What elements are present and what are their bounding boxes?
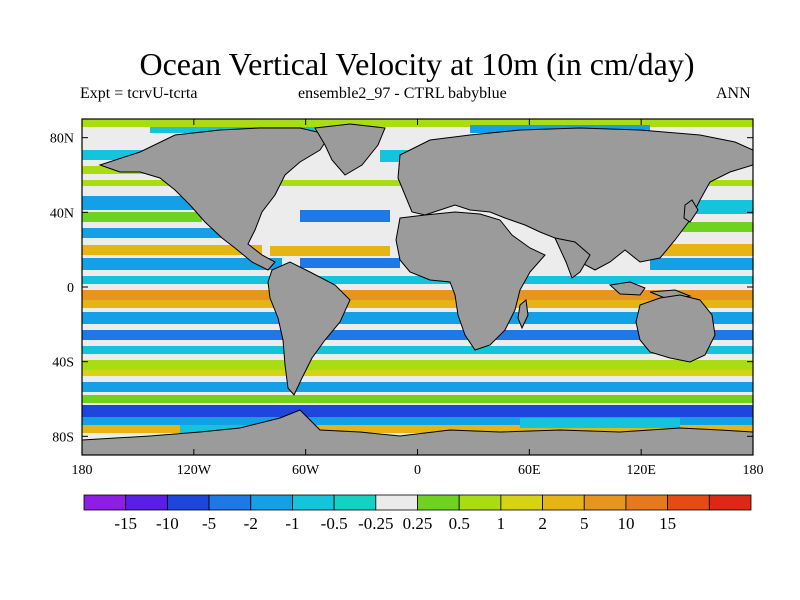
north-america [98, 127, 331, 271]
australia [635, 294, 716, 363]
colorbar-swatch [250, 494, 293, 511]
colorbar-label: 10 [617, 514, 634, 533]
south-america [267, 261, 351, 396]
colorbar-swatch [500, 494, 543, 511]
colorbar-swatch [333, 494, 377, 511]
map-ticks [81, 119, 754, 455]
colorbar-label: 0.25 [403, 514, 433, 533]
eurasia [397, 127, 753, 271]
colorbar-swatch [542, 494, 585, 511]
colorbar-swatch [375, 494, 418, 511]
colorbar-swatch [667, 494, 710, 511]
colorbar-swatch [583, 494, 627, 511]
lon-label: 180 [72, 463, 93, 478]
colorbar-labels: -15 -10 -5 -2 -1 -0.5 -0.25 0.25 0.5 1 2 5 10 15 [114, 514, 676, 533]
colorbar-label: 2 [538, 514, 547, 533]
lon-label: 120E [626, 463, 656, 478]
india-peninsula [554, 237, 591, 279]
africa [395, 211, 546, 351]
colorbar-label: -15 [114, 514, 137, 533]
antarctica [82, 409, 753, 455]
colorbar-swatch [125, 494, 168, 511]
colorbar-label: -1 [285, 514, 299, 533]
colorbar-label: -0.25 [358, 514, 393, 533]
lat-label: 40N [50, 206, 74, 221]
lat-label: 0 [67, 281, 74, 296]
colorbar-label: -5 [202, 514, 216, 533]
lat-label: 80S [52, 430, 74, 445]
colorbar-label: 0.5 [449, 514, 470, 533]
lon-label: 60W [292, 463, 320, 478]
ensemble-label: ensemble2_97 - CTRL babyblue [298, 85, 507, 102]
colorbar-label: -2 [244, 514, 258, 533]
colorbar-label: -0.5 [321, 514, 348, 533]
longitude-labels: 180 120W 60W 0 60E 120E 180 [72, 463, 764, 478]
landmass-layer [82, 123, 753, 455]
experiment-label: Expt = tcrvU-tcrta [80, 85, 198, 102]
colorbar-swatch [458, 494, 502, 511]
colorbar-swatch [166, 494, 210, 511]
colorbar-swatch [708, 494, 752, 511]
greenland [314, 123, 386, 176]
lon-label: 60E [518, 463, 541, 478]
colorbar-swatch [417, 494, 460, 511]
colorbar-swatch [292, 494, 335, 511]
colorbar-swatch [83, 494, 127, 511]
madagascar [517, 299, 529, 330]
colorbar-label: 1 [497, 514, 506, 533]
colorbar-label: 15 [659, 514, 676, 533]
latitude-labels: 80N 40N 0 40S 80S [50, 132, 74, 446]
chart-title: Ocean Vertical Velocity at 10m (in cm/da… [139, 46, 695, 82]
lat-label: 80N [50, 132, 74, 147]
lat-label: 40S [52, 356, 74, 371]
colorbar-swatch [208, 494, 252, 511]
lon-label: 120W [177, 463, 212, 478]
colorbar [83, 494, 752, 511]
japan [683, 199, 699, 223]
colorbar-label: -10 [156, 514, 179, 533]
colorbar-swatch [625, 494, 669, 511]
lon-label: 180 [743, 463, 764, 478]
colorbar-label: 5 [580, 514, 589, 533]
lon-label: 0 [414, 463, 421, 478]
season-label: ANN [716, 85, 751, 102]
